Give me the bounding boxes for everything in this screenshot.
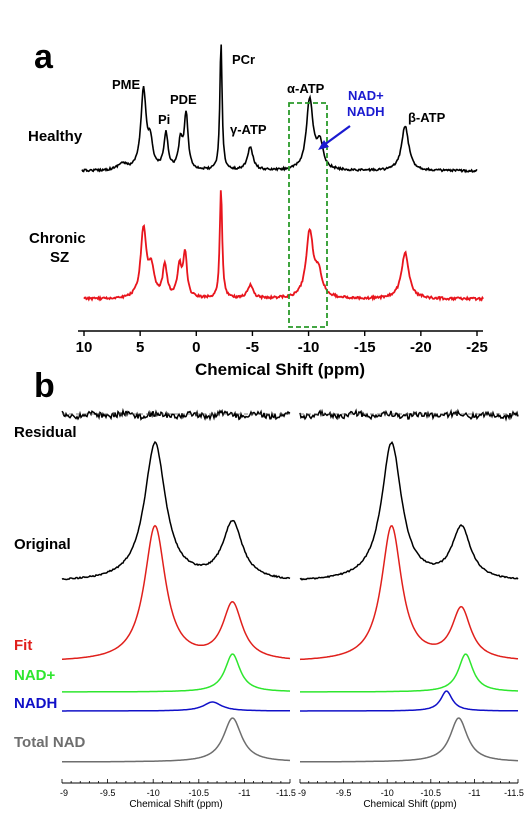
panel-b-left-spectra: -9 -9.5 -10 -10.5 -11 -11.5 (60, 411, 296, 798)
peak-label-gamma-atp: γ-ATP (230, 122, 267, 137)
label-total-nad: Total NAD (14, 734, 86, 751)
panel-a-x-tick-label: 0 (192, 339, 200, 356)
row-label-chronic: Chronic (29, 230, 86, 247)
panel-b-left-x-tick-label: -10.5 (189, 788, 210, 798)
panel-a-x-tick-label: -15 (354, 339, 376, 356)
panel-a-x-tick-label: -25 (466, 339, 488, 356)
panel-b-right-nad-plus-line (300, 654, 518, 692)
panel-b-left-x-tick-label: -11.5 (276, 788, 296, 798)
label-original: Original (14, 536, 71, 553)
peak-label-alpha-atp: α-ATP (287, 81, 325, 96)
peak-label-pde: PDE (170, 92, 197, 107)
panel-b-letter: b (34, 367, 55, 405)
panel-b-right-nadh-line (300, 691, 518, 711)
panel-b-right-x-tick-label: -9.5 (336, 788, 352, 798)
healthy-spectrum-line (82, 45, 477, 172)
peak-label-pcr: PCr (232, 52, 255, 67)
row-label-sz: SZ (50, 249, 69, 266)
panel-b-right-residual-line (300, 411, 518, 419)
panel-a-letter: a (34, 38, 54, 76)
panel-b-right-x-tick-label: -10.5 (421, 788, 442, 798)
panel-b-right-spectra: -9 -9.5 -10 -10.5 -11 -11.5 (298, 411, 524, 798)
label-fit: Fit (14, 637, 32, 654)
panel-b-right-fit-line (300, 526, 518, 660)
panel-b-left-nadh-line (62, 702, 290, 711)
panel-b-right-total-nad-line (300, 718, 518, 762)
peak-label-nadh: NADH (347, 104, 385, 119)
panel-b-left-x-tick-label: -10 (147, 788, 160, 798)
panel-a-x-tick-label: -10 (298, 339, 320, 356)
peak-label-pi: Pi (158, 112, 170, 127)
panel-a-x-tick-label: -20 (410, 339, 432, 356)
label-nadh: NADH (14, 695, 57, 712)
panel-b-left-x-tick-label: -9.5 (100, 788, 116, 798)
panel-b-left-x-axis-label: Chemical Shift (ppm) (129, 799, 222, 810)
nad-arrow (318, 126, 350, 150)
panel-b-left-nad-plus-line (62, 654, 290, 692)
panel-a-x-tick-label: -5 (246, 339, 259, 356)
panel-b-right-x-tick-label: -11.5 (504, 788, 524, 798)
label-residual: Residual (14, 424, 77, 441)
panel-a-spectra (82, 45, 483, 300)
chronic-sz-spectrum-line (84, 190, 483, 300)
panel-b-right-x-tick-label: -11 (468, 788, 480, 798)
panel-b-left-fit-line (62, 526, 290, 660)
panel-b-right-x-tick-label: -9 (298, 788, 306, 798)
panel-a-x-tick-label: 5 (136, 339, 144, 356)
panel-b-right-x-axis-label: Chemical Shift (ppm) (363, 799, 456, 810)
panel-b-right-x-tick-label: -10 (381, 788, 394, 798)
panel-b-left-residual-line (62, 411, 290, 419)
panel-b-left-x-tick-label: -11 (238, 788, 250, 798)
label-nad-plus: NAD+ (14, 667, 55, 684)
panel-b-right-original-line (300, 442, 518, 579)
panel-a-x-axis: 10 5 0 -5 -10 -15 -20 -25 (76, 331, 488, 356)
panel-b-left-original-line (62, 442, 290, 579)
panel-b-left-x-tick-label: -9 (60, 788, 68, 798)
peak-label-beta-atp: β-ATP (408, 110, 446, 125)
panel-b-left-total-nad-line (62, 718, 290, 762)
panel-a-x-tick-label: 10 (76, 339, 93, 356)
peak-label-pme: PME (112, 77, 141, 92)
panel-a-x-axis-label: Chemical Shift (ppm) (195, 360, 365, 379)
peak-label-nad-plus: NAD+ (348, 88, 384, 103)
row-label-healthy: Healthy (28, 128, 83, 145)
